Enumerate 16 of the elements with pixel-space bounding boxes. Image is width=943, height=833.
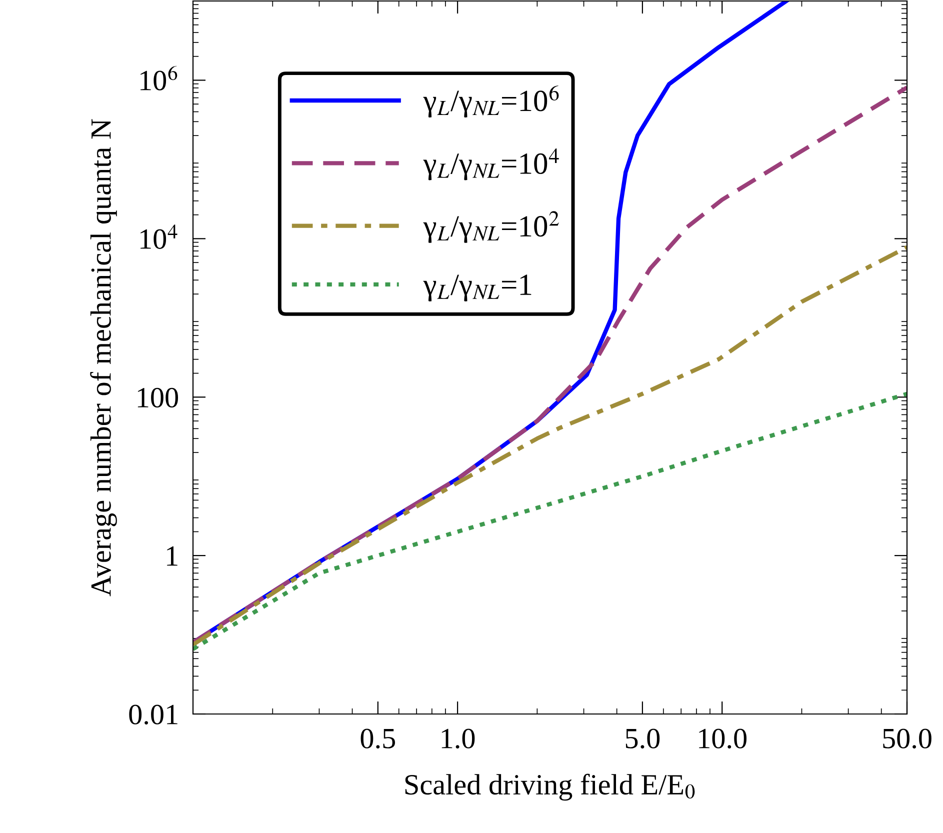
y-axis-title: Average number of mechanical quanta N (90, 119, 117, 596)
x-tick-label: 0.5 (360, 728, 395, 749)
y-tick-label: 10$^{4}$ (140, 224, 178, 249)
x-tick-label: 50.0 (883, 728, 932, 749)
legend-label: γ$_{L}$/γ$_{NL}$=10$^{4}$ (423, 148, 559, 180)
x-tick-label: 10.0 (699, 728, 746, 749)
x-tick-label: 5.0 (626, 728, 660, 749)
y-tick-label: 100 (138, 388, 178, 408)
y-tick-label: 10$^{6}$ (140, 66, 178, 90)
legend-label: γ$_{L}$/γ$_{NL}$=10$^{2}$ (423, 211, 559, 243)
legend-label: γ$_{L}$/γ$_{NL}$=1 (423, 274, 532, 302)
y-tick-label: 0.01 (129, 704, 178, 725)
legend-label: γ$_{L}$/γ$_{NL}$=10$^{6}$ (423, 86, 559, 118)
x-axis-title: Scaled driving field E/E$_{0}$ (405, 774, 695, 801)
x-tick-label: 1.0 (442, 728, 475, 749)
y-tick-label: 1 (167, 546, 178, 566)
